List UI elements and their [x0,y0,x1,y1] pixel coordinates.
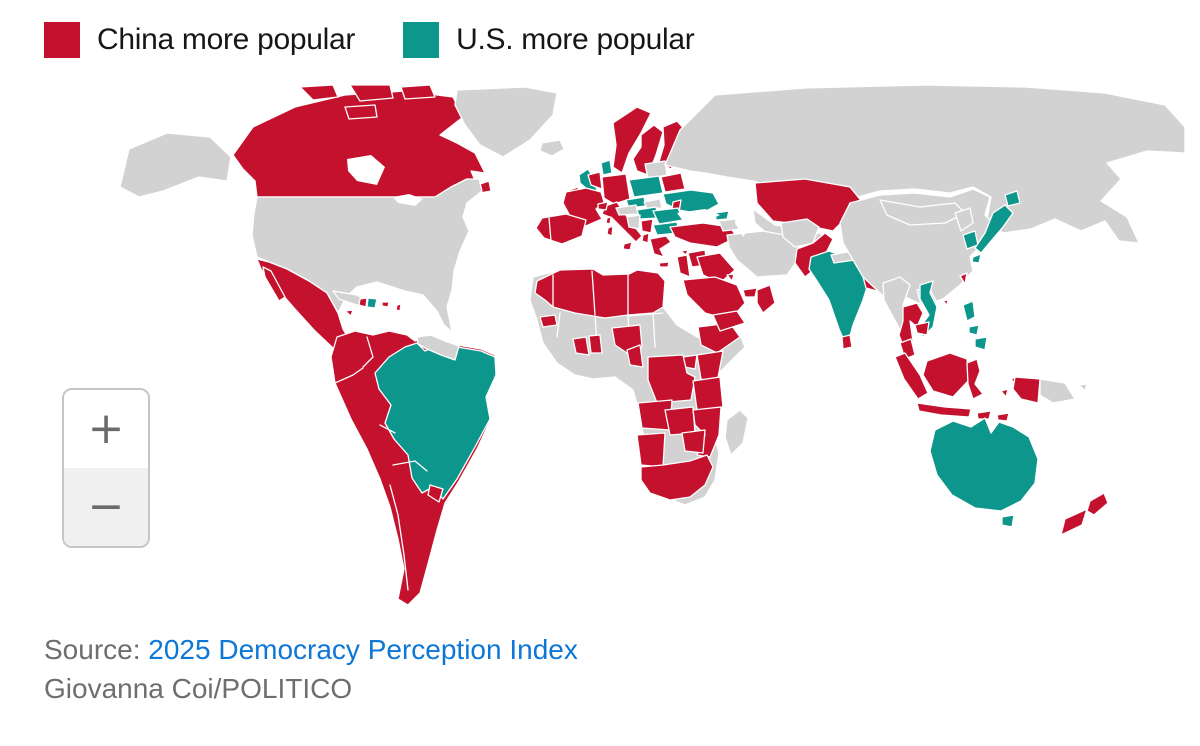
country-kuwait[interactable] [726,273,735,282]
legend-label-us: U.S. more popular [456,23,695,56]
country-zimbabwe[interactable] [681,429,706,454]
black-sea [677,209,720,223]
hudson-bay [347,155,385,185]
country-cyprus[interactable] [680,249,689,256]
great-lakes [393,194,423,206]
baltic-states[interactable] [644,160,668,180]
country-senegal[interactable] [539,314,558,328]
country-slovakia[interactable] [643,198,663,210]
zoom-out-button[interactable]: − [64,468,148,546]
country-brazil[interactable] [374,342,497,500]
country-hong-kong[interactable] [942,299,949,306]
country-iceland[interactable] [539,139,565,157]
country-papua-new-guinea[interactable] [1039,378,1088,404]
country-mongolia[interactable] [879,199,966,226]
country-indonesia[interactable] [894,352,1041,422]
zoom-in-button[interactable]: + [64,390,148,468]
south-america-borders [334,336,428,591]
country-benelux[interactable] [587,171,603,190]
country-ivory-coast[interactable] [572,336,590,356]
country-zambia[interactable] [664,406,696,436]
map-legend: China more popular U.S. more popular [44,22,695,58]
map-zoom-controls: + − [62,388,150,548]
country-belarus[interactable] [660,172,686,193]
legend-item-us: U.S. more popular [403,22,695,58]
country-poland[interactable] [628,175,664,198]
country-norway[interactable] [612,106,652,174]
country-sri-lanka[interactable] [841,334,853,350]
country-oman[interactable] [756,284,776,314]
byline: Giovanna Coi/POLITICO [44,673,353,704]
country-jamaica[interactable] [344,309,354,317]
legend-label-china: China more popular [97,23,356,56]
country-dominican-republic[interactable] [366,297,378,309]
country-south-africa[interactable] [640,454,714,501]
lesser-antilles[interactable] [395,303,402,312]
caspian-sea [735,203,753,237]
country-alaska-usa[interactable] [119,132,232,198]
country-greenland[interactable] [454,86,558,158]
country-canada[interactable] [232,85,492,198]
country-albania[interactable] [641,232,650,244]
source-link[interactable]: 2025 Democracy Perception Index [148,634,578,665]
country-romania[interactable] [652,207,684,225]
legend-item-china: China more popular [44,22,355,58]
country-ghana[interactable] [588,334,603,354]
country-denmark[interactable] [600,159,613,176]
country-australia[interactable] [929,417,1039,528]
country-puerto-rico[interactable] [381,301,390,308]
country-cameroon[interactable] [626,344,644,368]
country-japan[interactable] [971,190,1021,264]
source-prefix: Source: [44,634,149,665]
country-cambodia[interactable] [914,321,930,336]
world-map-canvas[interactable] [105,85,1190,620]
north-africa[interactable] [534,268,666,319]
israel-jordan[interactable] [676,254,691,278]
country-philippines[interactable] [962,300,988,351]
country-uruguay[interactable] [427,484,444,503]
source-block: Source: 2025 Democracy Perception Index … [44,630,578,708]
country-united-states[interactable] [251,178,483,333]
source-line: Source: 2025 Democracy Perception Index [44,630,578,669]
country-madagascar[interactable] [724,409,749,456]
country-dr-congo[interactable] [647,354,696,404]
country-switzerland[interactable] [597,201,609,211]
country-turkey[interactable] [669,222,738,248]
country-spain-portugal[interactable] [535,213,587,245]
western-balkans[interactable] [626,214,641,230]
country-new-zealand[interactable] [1060,492,1109,536]
country-iran[interactable] [726,230,802,278]
country-serbia[interactable] [640,218,654,234]
guyanas[interactable] [416,334,460,361]
legend-swatch-us [403,22,440,58]
country-germany[interactable] [601,173,631,205]
country-tanzania[interactable] [692,376,724,411]
country-north-korea[interactable] [954,207,974,232]
country-yemen[interactable] [712,310,746,332]
country-greece[interactable] [649,235,672,268]
country-georgia[interactable] [714,210,730,221]
legend-swatch-china [44,22,80,58]
country-italy[interactable] [601,201,643,251]
country-taiwan[interactable] [959,272,968,285]
country-thailand[interactable] [898,302,924,352]
portugal-border [548,217,552,242]
qatar-uae[interactable] [742,287,758,298]
country-haiti[interactable] [358,297,368,308]
country-namibia[interactable] [636,432,666,468]
